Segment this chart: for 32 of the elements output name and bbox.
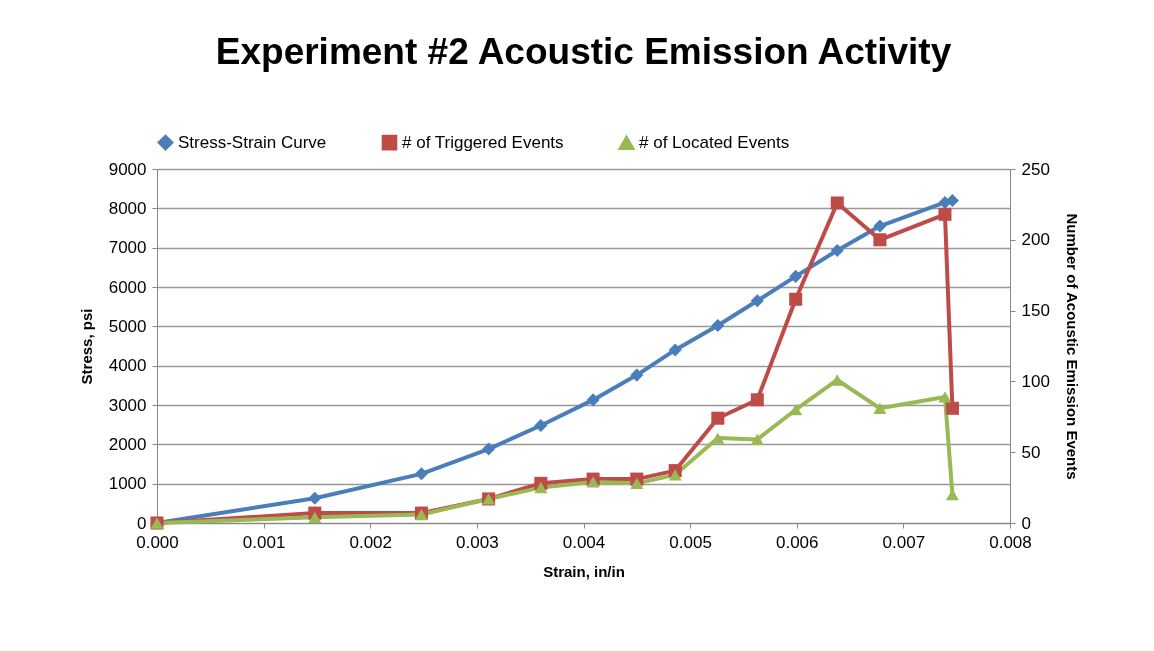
x-tick-label: 0.001 [242,532,286,552]
y-tick-label: 8000 [108,198,147,218]
x-tick-label: 0.003 [456,532,499,552]
x-tick-label: 0.004 [562,532,606,552]
legend-label: # of Triggered Events [402,132,564,152]
y2-tick-label: 250 [1021,159,1050,179]
y-tick-label: 3000 [108,395,147,415]
x-axis-title: Strain, in/in [543,562,625,580]
x-tick-label: 0.005 [669,532,712,552]
y2-tick-label: 100 [1021,371,1050,391]
y-tick-label: 7000 [108,238,147,258]
y-tick-label: 2000 [108,434,147,454]
y-tick-label: 6000 [108,277,147,297]
chart-title: Experiment #2 Acoustic Emission Activity [215,31,952,72]
x-tick-label: 0.008 [989,532,1032,552]
y2-tick-label: 0 [1021,513,1031,533]
y2-tick-label: 50 [1021,442,1041,462]
y-tick-label: 4000 [108,356,147,376]
y2-axis-title: Number of Acoustic Emission Events [1063,213,1081,480]
y-tick-label: 9000 [108,159,147,179]
y-axis-title: Stress, psi [77,308,95,385]
x-tick-label: 0.000 [136,532,179,552]
x-tick-label: 0.007 [882,532,926,552]
legend-label: Stress-Strain Curve [178,132,327,152]
y-tick-label: 0 [137,513,147,533]
y-tick-label: 5000 [108,316,147,336]
legend-label: # of Located Events [639,133,790,153]
x-tick-label: 0.002 [349,532,393,552]
y-tick-label: 1000 [108,474,147,494]
x-tick-label: 0.006 [775,532,819,552]
y2-tick-label: 150 [1021,301,1050,321]
y2-tick-label: 200 [1021,230,1050,250]
